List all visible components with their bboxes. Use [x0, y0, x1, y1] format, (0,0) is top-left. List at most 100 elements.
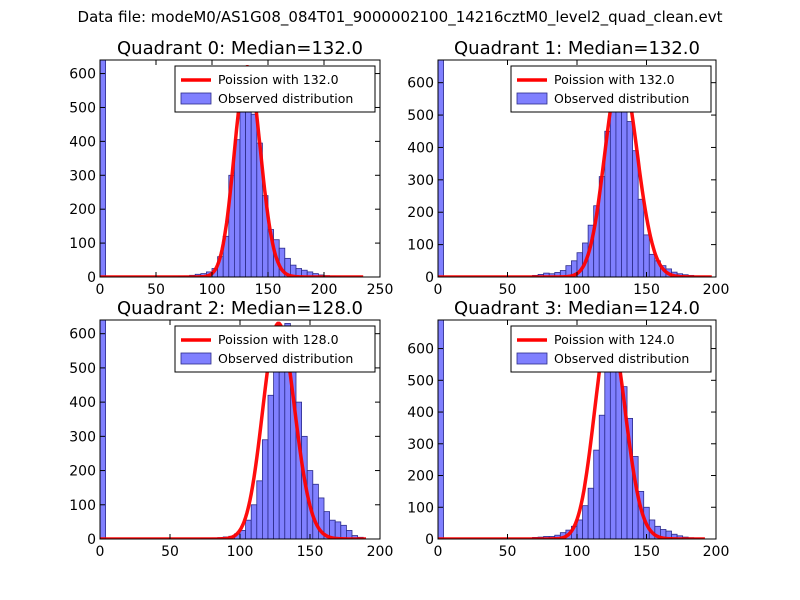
- y-tick-label: 100: [407, 238, 434, 254]
- histogram-bar-zero: [100, 60, 106, 277]
- x-tick-label: 200: [367, 544, 394, 560]
- poisson-fit-line: [100, 321, 367, 539]
- histogram-bar: [340, 524, 347, 539]
- legend-observed-label: Observed distribution: [554, 351, 689, 366]
- y-tick-label: 600: [407, 342, 434, 358]
- y-tick-label: 500: [407, 108, 434, 124]
- histogram-bar: [312, 483, 319, 539]
- y-tick-label: 0: [425, 270, 434, 286]
- histogram-bar: [609, 108, 617, 277]
- poisson-fit-line: [438, 327, 706, 539]
- y-tick-label: 400: [407, 140, 434, 156]
- histogram-bar: [250, 504, 258, 539]
- histogram-bar-zero: [100, 320, 106, 539]
- x-tick-label: 200: [703, 544, 730, 560]
- x-tick-label: 100: [199, 282, 226, 298]
- legend-fit-label: Poission with 132.0: [554, 72, 675, 87]
- x-tick-label: 150: [633, 282, 660, 298]
- legend-fit-label: Poission with 124.0: [554, 332, 675, 347]
- x-tick-label: 100: [564, 544, 591, 560]
- y-tick-label: 400: [69, 395, 96, 411]
- legend: Poission with 124.0 Observed distribution: [510, 325, 712, 373]
- quadrant-title: Quadrant 0: Median=132.0: [117, 38, 363, 59]
- figure-title: Data file: modeM0/AS1G08_084T01_90000021…: [77, 8, 723, 26]
- quadrant-0-panel: 0 50 100 150 200 250 0 100 200 300 400 500 600 Quadra…: [69, 38, 393, 298]
- y-tick-label: 400: [69, 134, 96, 150]
- x-tick-label: 0: [96, 544, 105, 560]
- y-tick-label: 100: [69, 236, 96, 252]
- x-tick-label: 150: [633, 544, 660, 560]
- histogram-bar: [604, 370, 611, 539]
- histogram-bar: [626, 121, 633, 277]
- y-tick-label: 200: [407, 205, 434, 221]
- y-tick-label: 200: [69, 464, 96, 480]
- x-tick-label: 200: [311, 282, 338, 298]
- histogram-bar: [648, 253, 656, 277]
- legend: Poission with 132.0 Observed distribution: [510, 65, 712, 113]
- x-tick-label: 150: [297, 544, 324, 560]
- y-tick-label: 600: [69, 67, 96, 83]
- quadrant-2-panel: 0 50 100 150 200 0 100 200 300 400 500 600 Quadrant …: [69, 298, 393, 560]
- y-tick-label: 0: [87, 270, 96, 286]
- histogram-bar: [273, 360, 280, 539]
- x-tick-label: 0: [434, 544, 443, 560]
- x-tick-label: 150: [255, 282, 282, 298]
- x-tick-label: 100: [227, 544, 254, 560]
- y-tick-label: 100: [407, 500, 434, 516]
- y-tick-label: 200: [407, 469, 434, 485]
- histogram-bar: [576, 519, 583, 539]
- y-tick-label: 500: [69, 361, 96, 377]
- quadrant-title: Quadrant 1: Median=132.0: [454, 38, 700, 59]
- x-tick-label: 100: [564, 282, 591, 298]
- x-tick-label: 50: [161, 544, 179, 560]
- quadrant-title: Quadrant 3: Median=124.0: [454, 298, 700, 319]
- histogram-bar: [632, 150, 639, 277]
- y-tick-label: 400: [407, 405, 434, 421]
- histogram-bar-zero: [438, 60, 444, 277]
- histogram-bar-zero: [438, 320, 444, 539]
- x-tick-label: 50: [499, 544, 517, 560]
- legend-bar-swatch: [180, 352, 212, 365]
- histogram-bar: [256, 480, 263, 539]
- histogram-bar: [245, 519, 252, 539]
- histogram-bar: [598, 414, 606, 539]
- x-tick-label: 50: [499, 282, 517, 298]
- histogram-bar: [250, 113, 258, 277]
- quadrant-title: Quadrant 2: Median=128.0: [117, 298, 363, 319]
- histogram-bar: [267, 394, 274, 539]
- poisson-fit-line: [100, 65, 364, 277]
- legend: Poission with 128.0 Observed distribution: [174, 325, 376, 373]
- x-tick-label: 0: [96, 282, 105, 298]
- x-tick-label: 50: [147, 282, 165, 298]
- histogram-bar: [587, 487, 595, 539]
- histogram-bar: [345, 530, 353, 539]
- histogram-bar: [334, 521, 342, 539]
- y-tick-label: 300: [407, 173, 434, 189]
- y-tick-label: 200: [69, 202, 96, 218]
- y-tick-label: 600: [407, 76, 434, 92]
- x-tick-label: 250: [367, 282, 394, 298]
- x-tick-label: 200: [703, 282, 730, 298]
- histogram-bar: [637, 198, 645, 277]
- y-tick-label: 0: [425, 532, 434, 548]
- x-tick-label: 0: [434, 282, 443, 298]
- y-tick-label: 300: [69, 429, 96, 445]
- y-tick-label: 0: [87, 532, 96, 548]
- legend-observed-label: Observed distribution: [554, 91, 689, 106]
- histogram-bar: [593, 449, 600, 539]
- legend-fit-label: Poission with 132.0: [218, 72, 339, 87]
- y-tick-label: 500: [407, 373, 434, 389]
- quadrant-1-panel: 0 50 100 150 200 0 100 200 300 400 500 600 Quadrant …: [407, 38, 729, 298]
- axes-frame: [99, 59, 381, 278]
- y-tick-label: 300: [69, 168, 96, 184]
- legend-bar-swatch: [180, 92, 212, 105]
- y-tick-label: 300: [407, 437, 434, 453]
- legend: Poission with 132.0 Observed distribution: [174, 65, 376, 113]
- histogram-bar: [643, 234, 650, 277]
- y-tick-label: 500: [69, 100, 96, 116]
- poisson-fit-line: [438, 67, 713, 277]
- legend-fit-label: Poission with 128.0: [218, 332, 339, 347]
- histogram-bar: [261, 439, 269, 539]
- legend-observed-label: Observed distribution: [218, 351, 353, 366]
